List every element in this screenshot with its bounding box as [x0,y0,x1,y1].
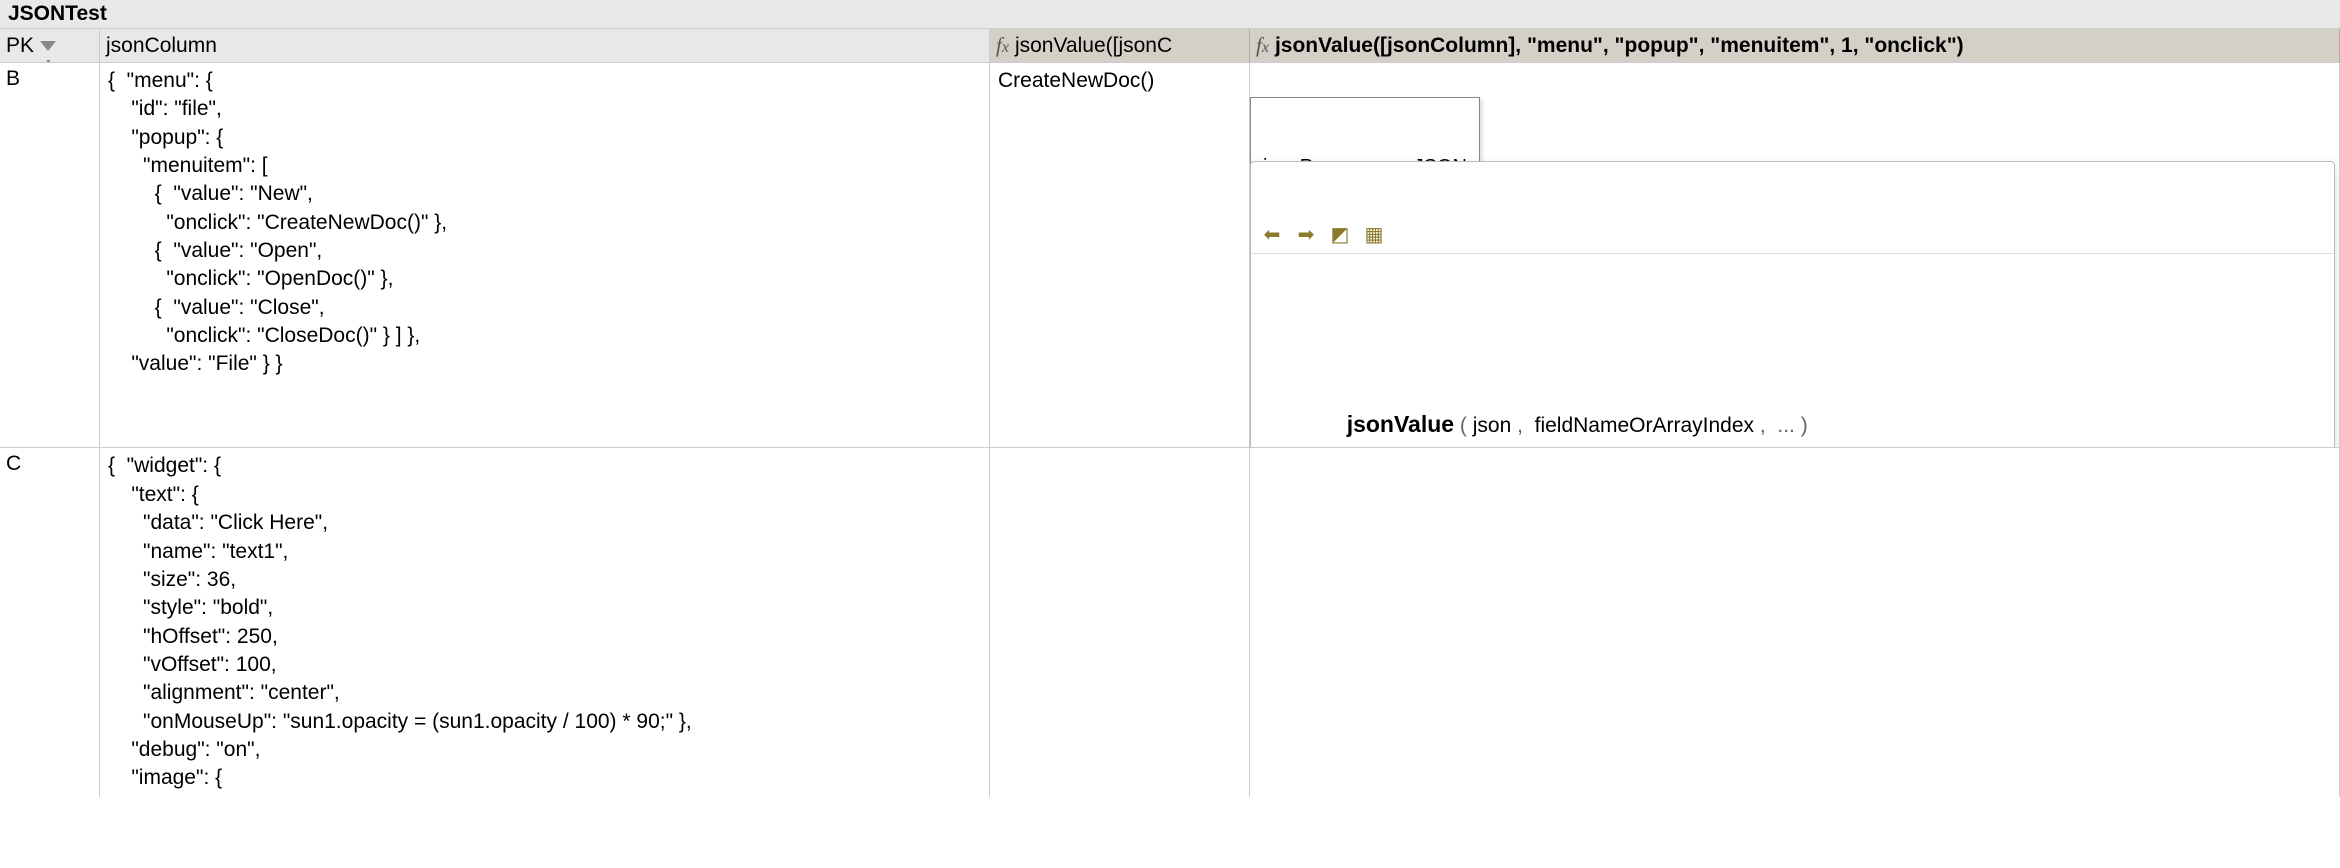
column-header-pk[interactable]: PK [0,29,100,63]
fx-icon: fx [996,33,1009,58]
column-header-fx3-label: jsonValue([jsonC [1015,34,1172,58]
help-toolbar: ⬅ ➡ ◩ ▦ [1251,219,2334,254]
nav-back-icon[interactable]: ⬅ [1259,223,1285,249]
app-root: JSONTest PK jsonColumn fx jsonValue([jso… [0,0,2340,868]
column-header-fx3[interactable]: fx jsonValue([jsonC [990,29,1250,63]
help-body: jsonValue ( json , fieldNameOrArrayIndex… [1251,310,2334,448]
column-header-fx4-label: jsonValue([jsonColumn], "menu", "popup",… [1275,34,1964,58]
toolbar-icon[interactable]: ◩ [1327,223,1353,249]
cell-pk[interactable]: C [0,448,100,796]
table-title: JSONTest [0,0,2340,29]
cell-json[interactable]: { "widget": { "text": { "data": "Click H… [100,448,990,796]
cell-fx3[interactable] [990,448,1250,796]
filter-icon[interactable] [40,41,56,51]
function-help-panel: ⬅ ➡ ◩ ▦ jsonValue ( json , fieldNameOrAr… [1250,161,2335,448]
help-fn-name: jsonValue [1347,411,1454,437]
column-header-fx4[interactable]: fx jsonValue([jsonColumn], "menu", "popu… [1250,29,2340,63]
cell-json[interactable]: { "menu": { "id": "file", "popup": { "me… [100,63,990,448]
cell-fx3[interactable]: CreateNewDoc() [990,63,1250,448]
cell-pk[interactable]: B [0,63,100,448]
nav-forward-icon[interactable]: ➡ [1293,223,1319,249]
column-header-json-label: jsonColumn [106,34,217,58]
fx-icon: fx [1256,33,1269,58]
grid-body: B { "menu": { "id": "file", "popup": { "… [0,63,2340,868]
column-header-json[interactable]: jsonColumn [100,29,990,63]
cell-fx4-editing[interactable]: =jsonValue jsonParse JSON jsonValue JSON [1250,63,2340,448]
column-header-pk-label: PK [6,34,34,58]
data-grid: PK jsonColumn fx jsonValue([jsonC fx jso… [0,29,2340,868]
cell-fx4[interactable] [1250,448,2340,796]
help-signature: jsonValue ( json , fieldNameOrArrayIndex… [1265,378,2320,448]
toolbar-icon[interactable]: ▦ [1361,223,1387,249]
